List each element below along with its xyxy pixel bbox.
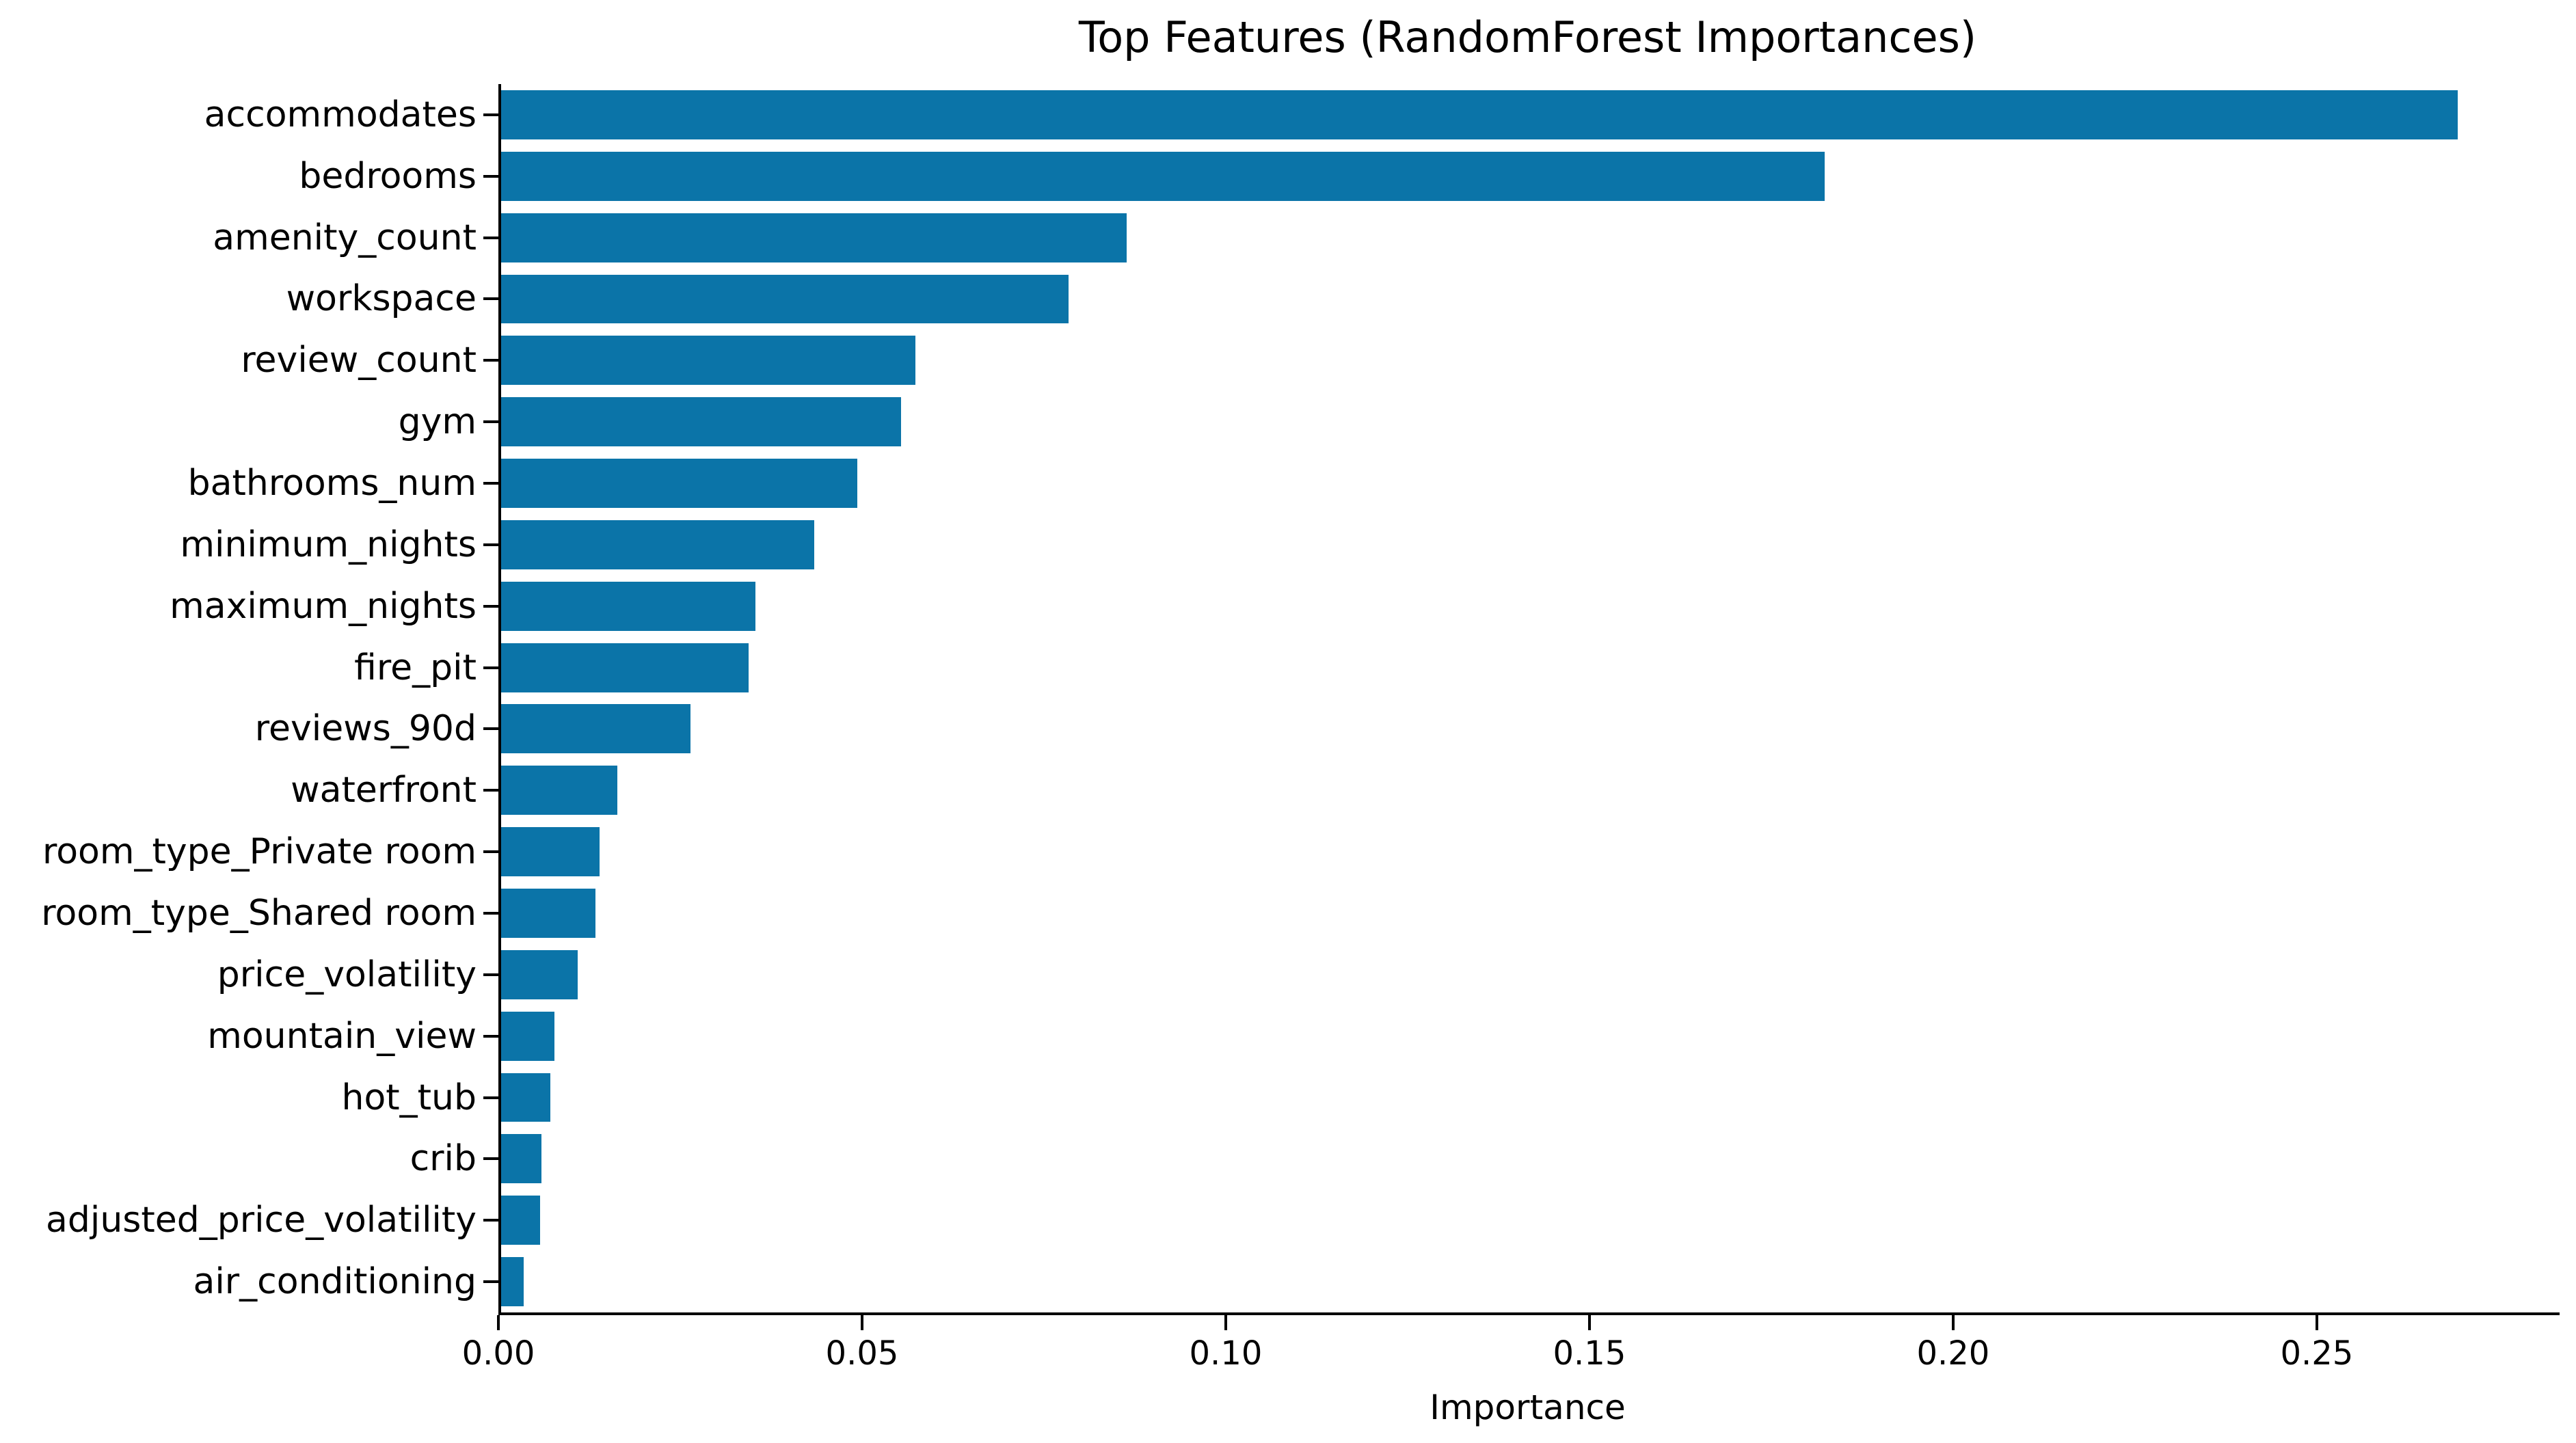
ytick-label-amenity-count: amenity_count [213, 217, 477, 258]
x-tick-mark [860, 1315, 863, 1330]
bar-gym [501, 397, 902, 447]
ytick-label-maximum-nights: maximum_nights [170, 585, 477, 627]
y-tick-mark [483, 1219, 498, 1222]
ytick-label-gym: gym [398, 401, 477, 443]
bar-mountain-view [501, 1011, 554, 1061]
bar-bedrooms [501, 151, 1825, 201]
bar-bathrooms-num [501, 459, 858, 508]
bar-price-volatility [501, 949, 578, 999]
ytick-label-accommodates: accommodates [204, 94, 477, 135]
bar-review-count [501, 336, 916, 386]
y-tick-mark [483, 297, 498, 301]
x-tick-mark [497, 1315, 500, 1330]
bar-minimum-nights [501, 520, 814, 569]
x-tick-mark [1587, 1315, 1591, 1330]
bar-air-conditioning [501, 1257, 524, 1306]
ytick-label-minimum-nights: minimum_nights [180, 524, 477, 565]
y-tick-mark [483, 420, 498, 424]
x-tick-mark [2315, 1315, 2318, 1330]
y-tick-mark [483, 482, 498, 485]
ytick-label-workspace: workspace [286, 278, 477, 320]
y-tick-mark [483, 174, 498, 178]
xtick-label-0.00: 0.00 [461, 1334, 535, 1373]
bar-crib [501, 1134, 541, 1184]
xtick-label-0.05: 0.05 [825, 1334, 899, 1373]
ytick-label-bedrooms: bedrooms [299, 155, 477, 197]
bar-waterfront [501, 766, 618, 815]
xtick-label-0.25: 0.25 [2280, 1334, 2354, 1373]
x-axis-label: Importance [1430, 1388, 1626, 1427]
y-tick-mark [483, 604, 498, 608]
y-tick-mark [483, 236, 498, 239]
bar-reviews-90d [501, 704, 690, 754]
y-tick-mark [483, 789, 498, 792]
ytick-label-bathrooms-num: bathrooms_num [187, 463, 477, 504]
ytick-label-reviews-90d: reviews_90d [254, 708, 477, 750]
bar-workspace [501, 274, 1069, 324]
y-tick-mark [483, 359, 498, 362]
y-tick-mark [483, 113, 498, 116]
bar-adjusted-price-volatility [501, 1196, 541, 1245]
y-tick-mark [483, 1096, 498, 1099]
bar-hot-tub [501, 1073, 551, 1122]
ytick-label-room-type-private-room: room_type_Private room [42, 831, 477, 873]
ytick-label-adjusted-price-volatility: adjusted_price_volatility [46, 1200, 477, 1241]
ytick-label-mountain-view: mountain_view [207, 1015, 477, 1057]
xtick-label-0.15: 0.15 [1553, 1334, 1626, 1373]
y-tick-mark [483, 666, 498, 669]
ytick-label-waterfront: waterfront [291, 770, 477, 811]
plot-area [498, 84, 2560, 1315]
y-tick-mark [483, 911, 498, 915]
y-tick-mark [483, 1280, 498, 1284]
y-tick-mark [483, 973, 498, 976]
bar-room-type-private-room [501, 827, 600, 877]
y-tick-mark [483, 850, 498, 854]
x-tick-mark [1951, 1315, 1955, 1330]
ytick-label-room-type-shared-room: room_type_Shared room [41, 892, 477, 934]
bar-room-type-shared-room [501, 889, 596, 938]
ytick-label-review-count: review_count [241, 340, 477, 381]
bar-fire-pit [501, 643, 749, 692]
xtick-label-0.20: 0.20 [1916, 1334, 1990, 1373]
y-tick-mark [483, 1157, 498, 1161]
xtick-label-0.10: 0.10 [1189, 1334, 1263, 1373]
y-tick-mark [483, 1034, 498, 1038]
x-tick-mark [1224, 1315, 1227, 1330]
chart-title: Top Features (RandomForest Importances) [1078, 12, 1977, 62]
y-tick-mark [483, 543, 498, 546]
ytick-label-air-conditioning: air_conditioning [193, 1261, 477, 1303]
y-tick-mark [483, 727, 498, 731]
bar-maximum-nights [501, 581, 756, 631]
ytick-label-crib: crib [410, 1138, 477, 1180]
bar-amenity-count [501, 213, 1127, 262]
ytick-label-fire-pit: fire_pit [354, 647, 477, 688]
ytick-label-hot-tub: hot_tub [341, 1077, 477, 1118]
bar-accommodates [501, 90, 2458, 139]
ytick-label-price-volatility: price_volatility [217, 954, 477, 995]
